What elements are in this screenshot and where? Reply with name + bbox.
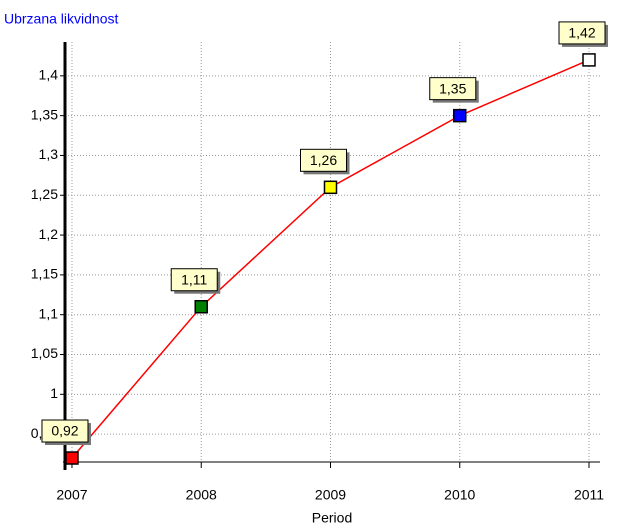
chart-title: Ubrzana likvidnost [4,11,118,27]
label-box [41,419,89,443]
y-tick-label: 1,1 [39,305,59,321]
label-box [299,148,347,172]
y-tick-label: 1,05 [31,345,58,361]
y-tick-label: 1,15 [31,266,58,282]
label-box [170,268,218,292]
y-tick-label: 1 [50,385,58,401]
data-label: 1,11 [181,271,207,287]
y-tick-label: 1,4 [39,67,59,83]
marker [194,299,208,314]
x-tick-label: 2008 [186,487,217,503]
data-label: 1,26 [310,152,337,168]
x-axis-label: Period [312,510,352,526]
label-box [558,21,606,45]
marker [582,53,596,67]
y-tick-label: 1,25 [31,186,58,202]
marker [323,180,338,195]
x-tick-label: 2009 [315,487,346,503]
x-tick-label: 2011 [574,487,604,503]
data-label: 1,42 [568,25,595,41]
x-tick-label: 2007 [56,487,87,503]
data-label: 1,35 [439,80,466,96]
marker [65,451,79,465]
x-tick-label: 2010 [444,487,475,503]
y-tick-label: 1,35 [31,106,58,122]
data-label: 0,92 [51,423,78,439]
marker [453,108,467,123]
y-tick-label: 1,2 [39,226,59,242]
label-box [429,77,477,101]
y-tick-label: 1,3 [39,146,59,162]
